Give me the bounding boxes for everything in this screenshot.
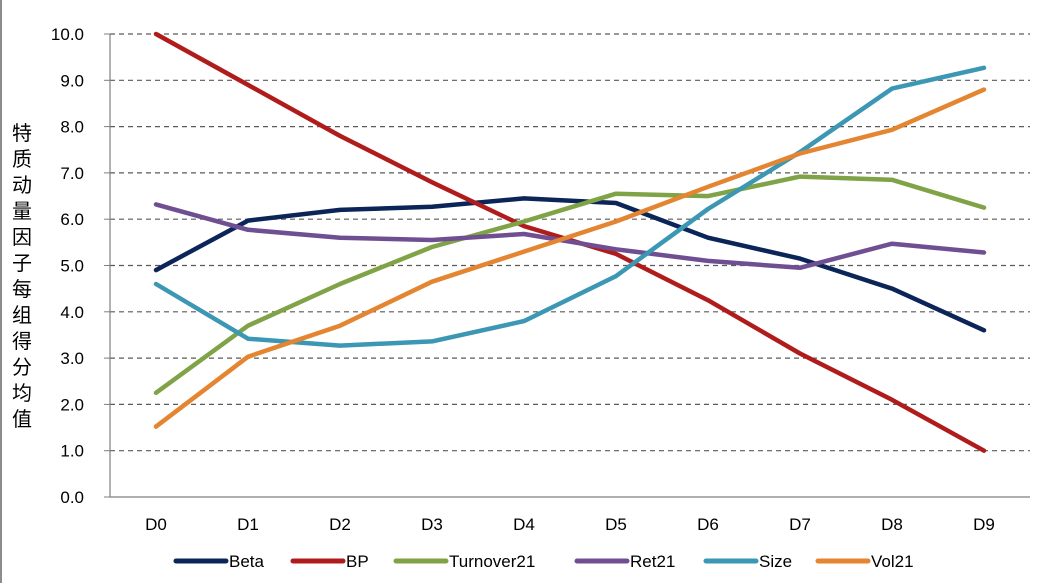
y-axis-ticks: 0.0 1.0 2.0 3.0 4.0 5.0 6.0 7.0 8.0 9.0 10.0 (51, 25, 110, 507)
y-tick-label: 10.0 (51, 25, 84, 44)
y-tick-label: 2.0 (60, 395, 84, 414)
series-line-ret21 (153, 202, 987, 271)
legend: Beta BP Turnover21 Ret21 Size Vol21 (173, 552, 914, 571)
x-tick-label: D9 (973, 515, 995, 534)
series-line-turnover21 (153, 174, 987, 396)
y-tick-label: 8.0 (60, 118, 84, 137)
x-tick-label: D1 (237, 515, 259, 534)
x-tick-label: D7 (789, 515, 811, 534)
y-tick-label: 7.0 (60, 164, 84, 183)
legend-label-vol21: Vol21 (871, 552, 914, 571)
y-axis-label: 特质动量因子每组得分均值 (12, 121, 32, 431)
legend-label-beta: Beta (229, 552, 265, 571)
series-line-beta (153, 196, 987, 333)
series-line-vol21 (153, 87, 987, 429)
series-lines (153, 31, 987, 453)
x-tick-label: D2 (329, 515, 351, 534)
legend-label-turnover21: Turnover21 (449, 552, 535, 571)
y-tick-label: 9.0 (60, 71, 84, 90)
x-tick-label: D0 (145, 515, 167, 534)
y-tick-label: 0.0 (60, 488, 84, 507)
legend-label-bp: BP (346, 552, 369, 571)
x-tick-label: D5 (605, 515, 627, 534)
x-tick-label: D4 (513, 515, 535, 534)
x-tick-label: D8 (881, 515, 903, 534)
legend-label-size: Size (759, 552, 792, 571)
y-tick-label: 4.0 (60, 303, 84, 322)
y-tick-label: 6.0 (60, 210, 84, 229)
x-tick-label: D6 (697, 515, 719, 534)
legend-label-ret21: Ret21 (630, 552, 675, 571)
y-tick-label: 1.0 (60, 442, 84, 461)
y-tick-label: 3.0 (60, 349, 84, 368)
x-axis-ticks: D0 D1 D2 D3 D4 D5 D6 D7 D8 D9 (145, 515, 995, 534)
y-tick-label: 5.0 (60, 257, 84, 276)
gridlines (109, 33, 1030, 498)
x-tick-label: D3 (421, 515, 443, 534)
